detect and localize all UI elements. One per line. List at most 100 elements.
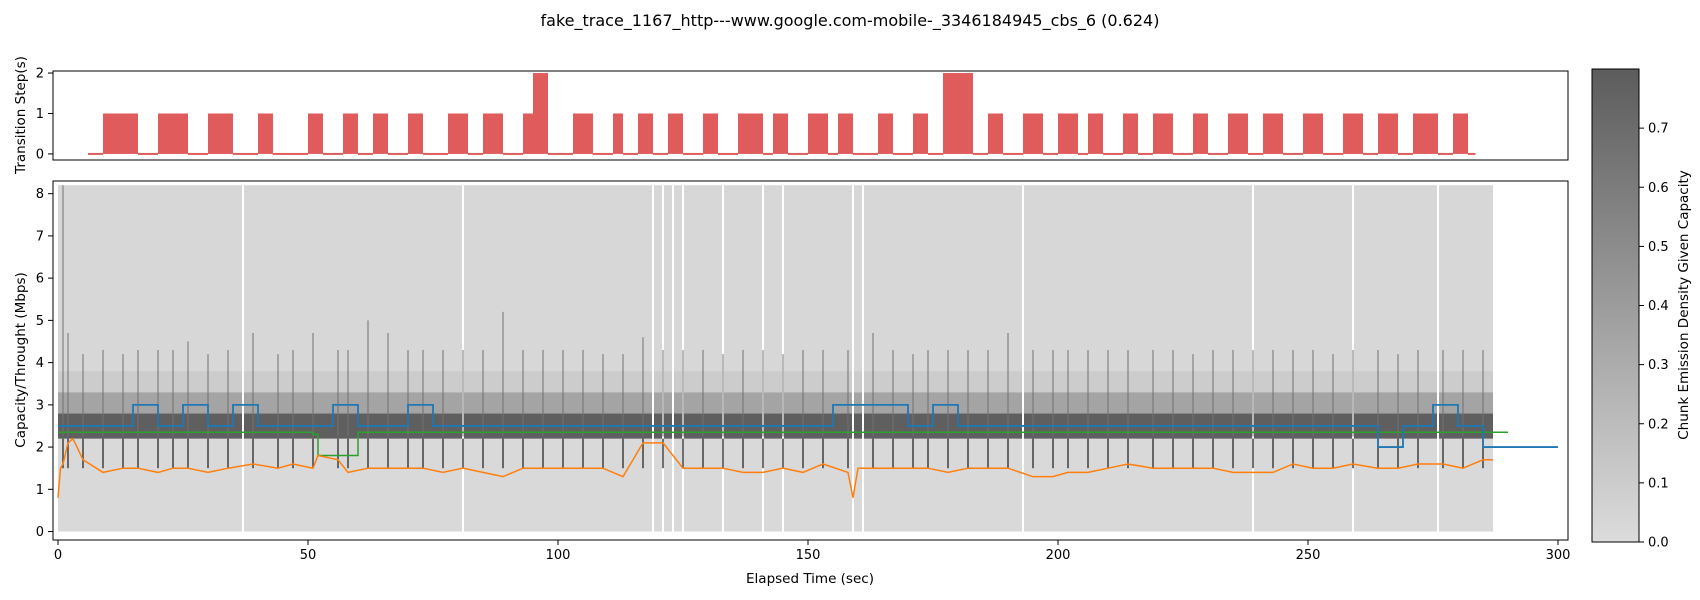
transition-bar [988,113,1003,154]
capacity-axis-ticks: 0 50 100 150 200 250 300 0 1 2 3 4 5 6 7 8 [36,187,1571,563]
transition-bar [1453,113,1468,154]
transition-bar [258,113,273,154]
transition-bar [853,152,878,155]
transition-bar [668,113,683,154]
estimate-line [58,431,1508,457]
density-band [58,438,1493,532]
transition-bar [1323,152,1343,155]
colorbar-tick-label: 0.2 [1648,417,1669,432]
transition-bar [388,152,408,155]
transition-bar [1398,152,1413,155]
colorbar-ticks: 0.0 0.1 0.2 0.3 0.4 0.5 0.6 0.7 [1639,122,1669,551]
transition-bar [653,152,668,155]
transition-bars [88,73,1476,155]
transition-bar [533,73,548,154]
transition-bar [1173,152,1193,155]
capacity-y-tick-label: 5 [36,314,44,329]
transition-bar [878,113,893,154]
density-band [58,392,1493,414]
transition-bar [1088,113,1103,154]
transition-bar [893,152,913,155]
transition-bar [1103,152,1123,155]
transition-bar [1023,113,1043,154]
transition-bar [503,152,523,155]
transition-bar [343,113,358,154]
transition-bar [573,113,593,154]
transition-bar [773,113,788,154]
capacity-y-tick-label: 7 [36,229,44,244]
transition-bar [423,152,448,155]
capacity-axes-frame [52,180,1569,541]
transition-bar [88,152,103,155]
colorbar-label: Chunk Emission Density Given Capacity [1676,170,1692,440]
transition-bar [973,152,988,155]
capacity-y-tick-label: 8 [36,187,44,202]
transition-bar [138,152,158,155]
transition-bar [448,113,468,154]
transition-bar [308,113,323,154]
density-band [58,371,1493,393]
capacity-x-tick-label: 0 [54,548,62,563]
transition-bar [468,152,483,155]
transition-bar [158,113,188,154]
transition-bar [373,113,388,154]
capacity-y-tick-label: 1 [36,483,44,498]
transition-bar [1343,113,1363,154]
throughput-line [57,437,1493,498]
transition-bar [1468,152,1476,155]
colorbar-tick-label: 0.3 [1648,358,1669,373]
transition-bar [408,113,423,154]
transition-bar [1363,152,1378,155]
capacity-y-tick-label: 2 [36,441,44,456]
chart-title: fake_trace_1167_http---www.google.com-mo… [541,11,1160,31]
colorbar-gradient [1591,68,1640,543]
transition-bar [683,152,703,155]
transition-bar [623,152,638,155]
transition-y-axis-label: Transition Step(s) [13,56,29,175]
transition-bar [838,113,853,154]
colorbar: 0.0 0.1 0.2 0.3 0.4 0.5 0.6 0.7 Chunk Emission … [1591,68,1692,551]
capacity-y-tick-label: 3 [36,398,44,413]
transition-bar [718,152,738,155]
capacity-x-tick-label: 100 [546,548,571,563]
transition-bar [523,113,533,154]
transition-bar [943,73,973,154]
transition-bar [1303,113,1323,154]
capacity-x-tick-label: 200 [1046,548,1071,563]
colorbar-tick-label: 0.1 [1648,476,1669,491]
transition-y-ticks: 0 1 2 [36,67,53,162]
capacity-x-tick-label: 300 [1546,548,1571,563]
transition-bar [548,152,573,155]
transition-bar [273,152,308,155]
transition-bar [1193,113,1208,154]
capacity-x-axis-label: Elapsed Time (sec) [746,571,874,587]
capacity-line [58,403,1558,448]
transition-y-tick-label: 0 [36,147,44,162]
transition-bar [1043,152,1058,155]
colorbar-tick-label: 0.6 [1648,181,1669,196]
transition-y-tick-label: 2 [36,67,44,82]
capacity-y-tick-label: 4 [36,356,44,371]
transition-bar [208,113,233,154]
transition-bar [828,152,838,155]
transition-bar [913,113,928,154]
transition-bar [1248,152,1263,155]
transition-bar [1208,152,1228,155]
transition-bar [1078,152,1088,155]
transition-bar [928,152,943,155]
colorbar-tick-label: 0.4 [1648,299,1669,314]
capacity-x-tick-label: 250 [1296,548,1321,563]
colorbar-tick-label: 0.0 [1648,536,1669,551]
transition-bar [738,113,763,154]
transition-axes-frame [52,70,1569,161]
transition-bar [1003,152,1023,155]
transition-bar [808,113,828,154]
transition-panel: 0 1 2 Transition Step(s) [13,56,1569,175]
transition-bar [233,152,258,155]
capacity-x-tick-label: 50 [300,548,317,563]
transition-bar [1058,113,1078,154]
transition-bar [1228,113,1248,154]
transition-y-tick-label: 1 [36,107,44,122]
transition-bar [188,152,208,155]
